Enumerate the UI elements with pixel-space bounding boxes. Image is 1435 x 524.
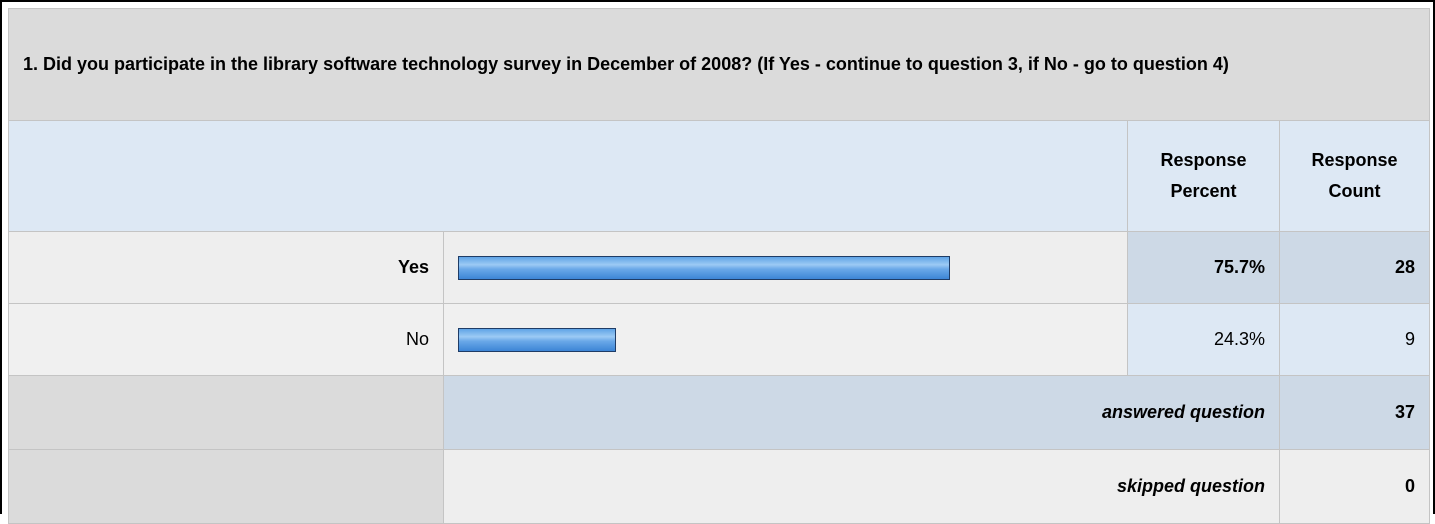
response-count: 28 xyxy=(1278,231,1431,304)
question-title: 1. Did you participate in the library so… xyxy=(7,8,1431,121)
response-count-header: Response Count xyxy=(1278,120,1431,232)
question-row: 1. Did you participate in the library so… xyxy=(7,8,1431,121)
response-count-header-line2: Count xyxy=(1328,181,1381,201)
answer-label: No xyxy=(8,303,444,376)
skipped-question-label: skipped question xyxy=(443,449,1280,524)
header-blank xyxy=(8,120,1128,232)
bar-track xyxy=(458,327,1108,352)
answered-question-value: 37 xyxy=(1278,375,1431,450)
answer-label: Yes xyxy=(8,231,444,304)
survey-results-table: 1. Did you participate in the library so… xyxy=(7,8,1431,524)
response-percent: 24.3% xyxy=(1127,303,1280,376)
answered-row: answered question 37 xyxy=(8,375,1431,450)
response-percent-header: Response Percent xyxy=(1127,120,1280,232)
bar-track xyxy=(458,255,1108,280)
answered-question-label: answered question xyxy=(443,375,1280,450)
bar-cell xyxy=(443,303,1128,376)
table-row: Yes 75.7% 28 xyxy=(8,231,1431,304)
response-percent-header-line2: Percent xyxy=(1170,181,1237,201)
skipped-row: skipped question 0 xyxy=(8,449,1431,524)
response-percent: 75.7% xyxy=(1127,231,1280,304)
summary-blank xyxy=(8,449,444,524)
bar-cell xyxy=(443,231,1128,304)
response-bar-yes xyxy=(458,255,951,280)
response-percent-header-line1: Response xyxy=(1160,150,1247,170)
table-row: No 24.3% 9 xyxy=(8,303,1431,376)
skipped-question-value: 0 xyxy=(1278,449,1431,524)
summary-blank xyxy=(8,375,444,450)
response-count-header-line1: Response xyxy=(1311,150,1398,170)
response-count: 9 xyxy=(1278,303,1431,376)
header-row: Response Percent Response Count xyxy=(8,120,1431,232)
response-bar-no xyxy=(458,327,616,352)
